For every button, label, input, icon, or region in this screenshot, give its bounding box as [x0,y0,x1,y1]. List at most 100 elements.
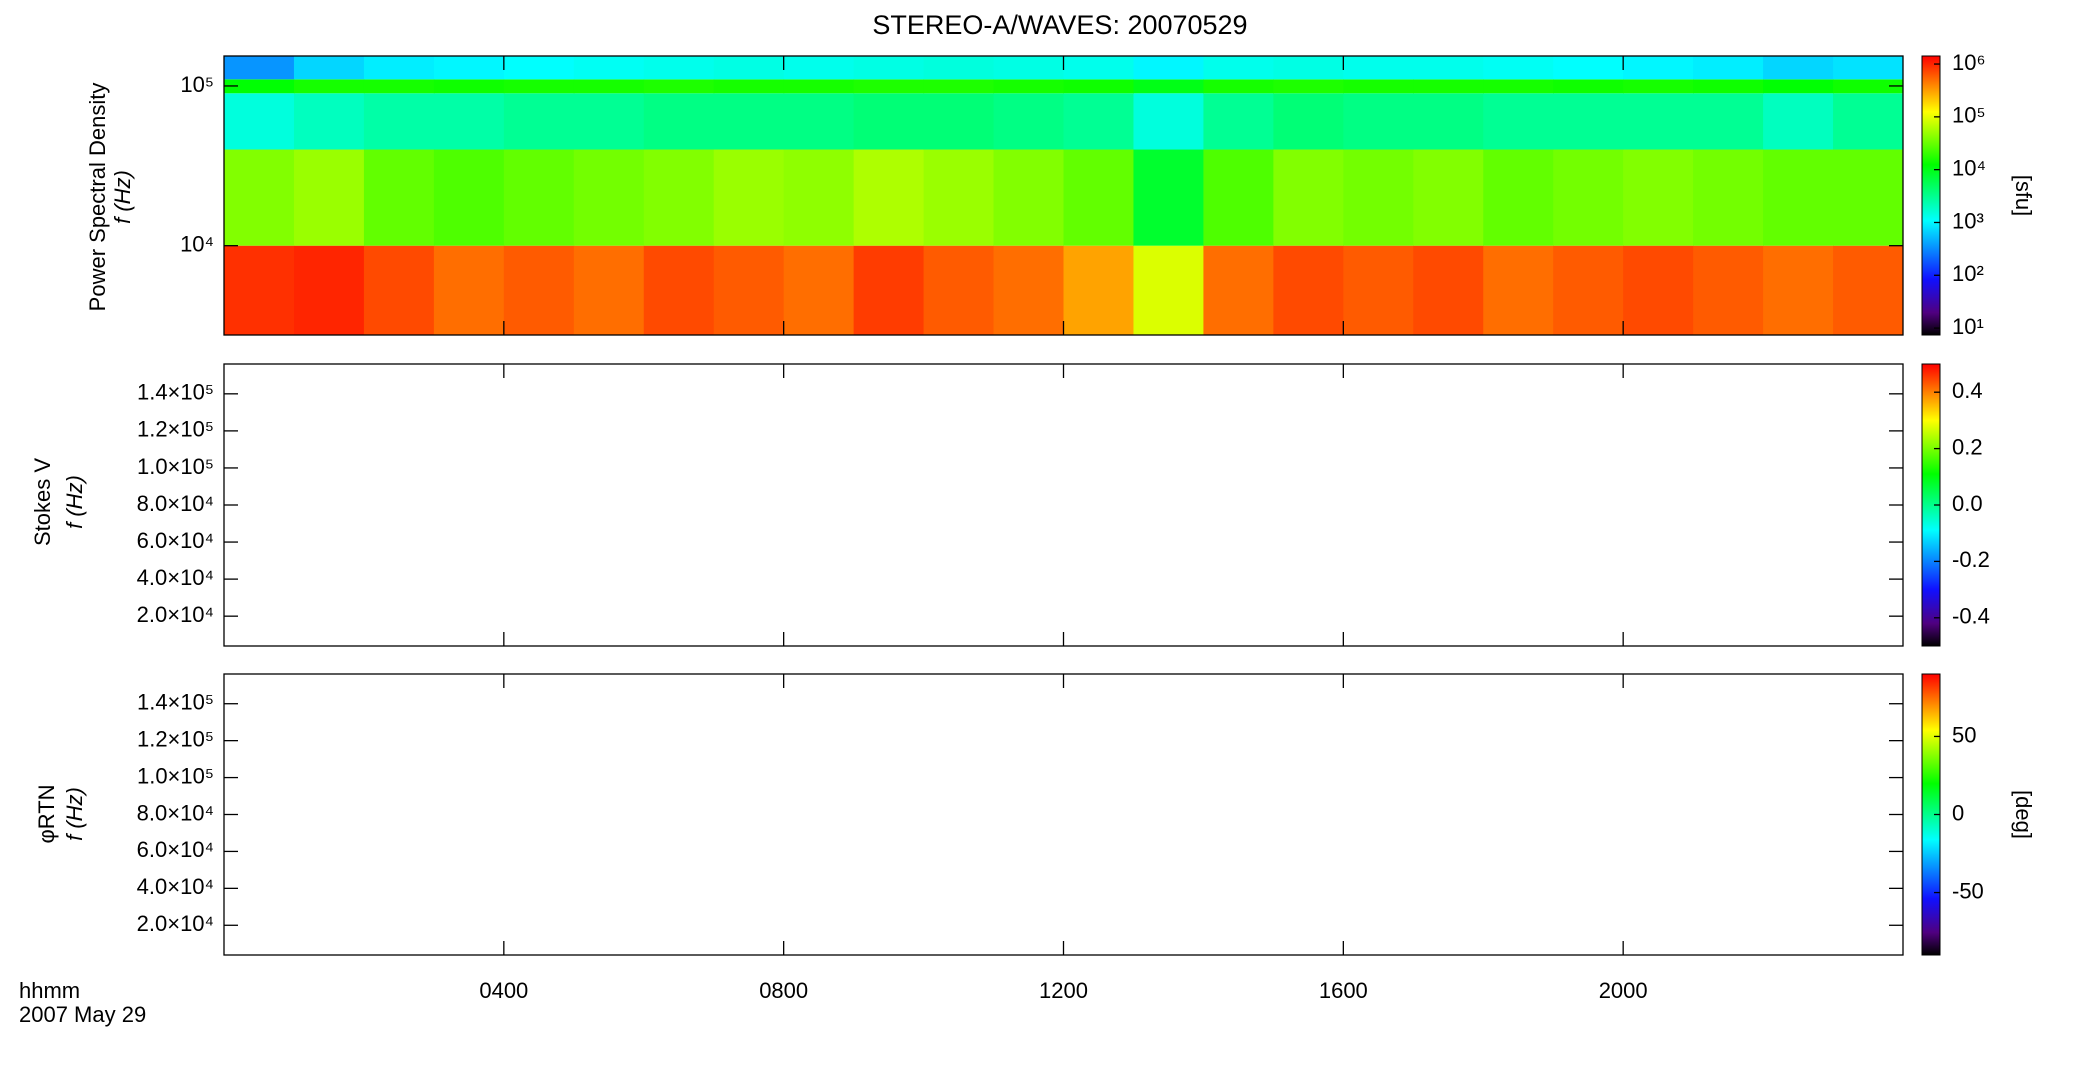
heatmap-cell [224,245,295,335]
heatmap-cell [993,245,1064,335]
heatmap-cell [224,56,295,80]
heatmap-cell [363,149,435,246]
heatmap-cell [1273,245,1344,335]
heatmap-cell [1203,149,1274,246]
x-tick-label: 1600 [1319,978,1368,1003]
heatmap-cell [1133,79,1204,94]
heatmap-cell [1483,149,1554,246]
x-tick-label: 2000 [1599,978,1648,1003]
heatmap-cell [1483,56,1554,80]
colorbar-tick-label: 10¹ [1952,314,1984,339]
heatmap-cell [993,79,1064,94]
heatmap-cell [1203,56,1274,80]
y-tick-label: 6.0×10⁴ [137,528,214,553]
heatmap-cell [713,149,785,246]
heatmap-cell [293,79,365,94]
heatmap-cell [503,93,575,150]
y-tick-label: 1.2×10⁵ [137,417,214,442]
heatmap-cell [293,56,365,80]
heatmap-cell [1763,79,1834,94]
heatmap-cell [1623,245,1694,335]
heatmap-cell [433,56,505,80]
heatmap-cell [1623,56,1694,80]
colorbar-tick-label: 10⁴ [1952,155,1986,180]
heatmap-cell [783,56,855,80]
y-tick-label: 1.0×10⁵ [137,763,214,788]
heatmap-cell [1413,93,1484,150]
heatmap-cell [713,93,785,150]
heatmap-cell [1693,79,1764,94]
heatmap-cell [503,149,575,246]
heatmap-cell [363,93,435,150]
colorbar-tick-label: 10⁶ [1952,50,1986,75]
heatmap-cell [1203,245,1274,335]
heatmap-cell [1553,149,1624,246]
heatmap-cell [1693,56,1764,80]
heatmap-cell [1623,79,1694,94]
y-tick-label: 10⁴ [180,232,214,257]
heatmap-cell [1763,149,1834,246]
heatmap-cell [1133,149,1204,246]
y-axis-label: f (Hz) [110,170,135,224]
heatmap-cell [1273,93,1344,150]
heatmap-cell [1273,149,1344,246]
colorbar-tick-label: 10⁵ [1952,103,1986,128]
heatmap-cell [573,56,645,80]
plot-frame [223,363,1904,647]
heatmap-cell [1693,149,1764,246]
colorbar-tick-label: 10³ [1952,208,1984,233]
y-axis-label: f (Hz) [62,787,87,841]
y-tick-label: 2.0×10⁴ [137,602,214,627]
colorbar-tick-label: -50 [1952,878,1984,903]
x-tick-label: 0800 [759,978,808,1003]
heatmap-cell [713,79,785,94]
heatmap-cell [993,56,1064,80]
colorbar-label: [deg] [2011,790,2036,839]
heatmap-cell [783,245,855,335]
colorbar-tick-label: -0.4 [1952,604,1990,629]
colorbar-tick-label: -0.2 [1952,547,1990,572]
x-tick-label: 1200 [1039,978,1088,1003]
heatmap-cell [643,79,715,94]
heatmap-cell [713,245,785,335]
y-tick-label: 1.4×10⁵ [137,690,214,715]
heatmap-cell [1623,93,1694,150]
heatmap-cell [363,79,435,94]
heatmap-cell [783,149,855,246]
heatmap-cell [1763,56,1834,80]
colorbar-tick-label: 50 [1952,722,1976,747]
heatmap-cell [1763,93,1834,150]
heatmap-cell [1413,56,1484,80]
colorbar [1921,55,1941,336]
heatmap-cell [993,93,1064,150]
heatmap-cell [923,93,995,150]
heatmap-cell [1133,56,1204,80]
heatmap-cell [643,93,715,150]
heatmap-cell [1833,245,1904,335]
heatmap-cell [573,149,645,246]
y-tick-label: 1.2×10⁵ [137,726,214,751]
heatmap-cell [363,56,435,80]
heatmap-cell [224,93,295,150]
heatmap-cell [1203,93,1274,150]
y-tick-label: 2.0×10⁴ [137,911,214,936]
y-tick-label: 8.0×10⁴ [137,800,214,825]
heatmap-cell [1553,93,1624,150]
heatmap-cell [1133,245,1204,335]
y-axis-label: Power Spectral Density [85,83,110,312]
heatmap-cell [643,245,715,335]
heatmap-cell [1763,245,1834,335]
heatmap-cell [1343,56,1414,80]
heatmap-cell [1553,245,1624,335]
heatmap-cell [1833,79,1904,94]
heatmap-cell [783,79,855,94]
heatmap-cell [1553,79,1624,94]
heatmap-cell [293,93,365,150]
heatmap-cell [1063,79,1134,94]
heatmap-cell [853,149,925,246]
heatmap-cell [923,245,995,335]
heatmap-cell [853,245,925,335]
colorbar-label: [sfu] [2011,175,2036,217]
plot-frame [223,673,1904,956]
heatmap-cell [1413,149,1484,246]
